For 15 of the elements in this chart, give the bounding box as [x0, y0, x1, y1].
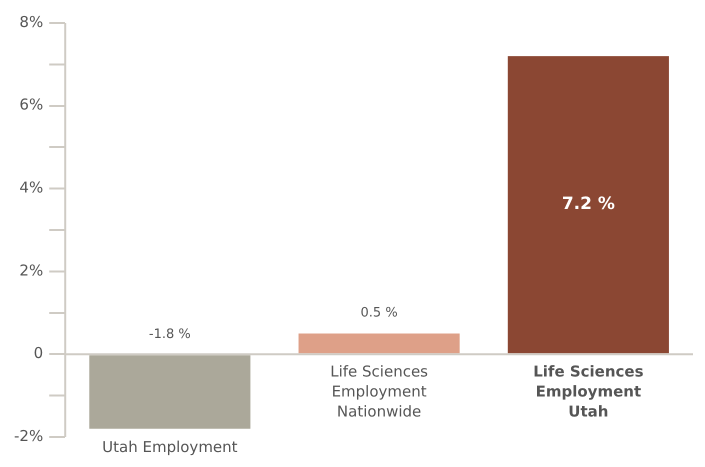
y-tick-label: 0	[34, 344, 44, 362]
data-label: 0.5 %	[360, 305, 398, 320]
data-label: -1.8 %	[148, 327, 191, 342]
y-tick-label: 4%	[19, 178, 44, 196]
y-tick-label: -2%	[14, 426, 44, 445]
data-label: 7.2 %	[562, 194, 615, 214]
y-tick-label: 6%	[19, 96, 44, 114]
x-tick-label: Life Sciences Employment Nationwide	[330, 362, 428, 421]
y-tick-label: 8%	[19, 12, 44, 31]
bar	[508, 56, 669, 354]
x-tick-label: Life Sciences Employment Utah	[533, 362, 644, 421]
x-tick-label: Utah Employment	[102, 438, 238, 456]
y-tick-label: 2%	[19, 261, 44, 280]
bar	[298, 334, 460, 354]
bar	[89, 355, 250, 429]
